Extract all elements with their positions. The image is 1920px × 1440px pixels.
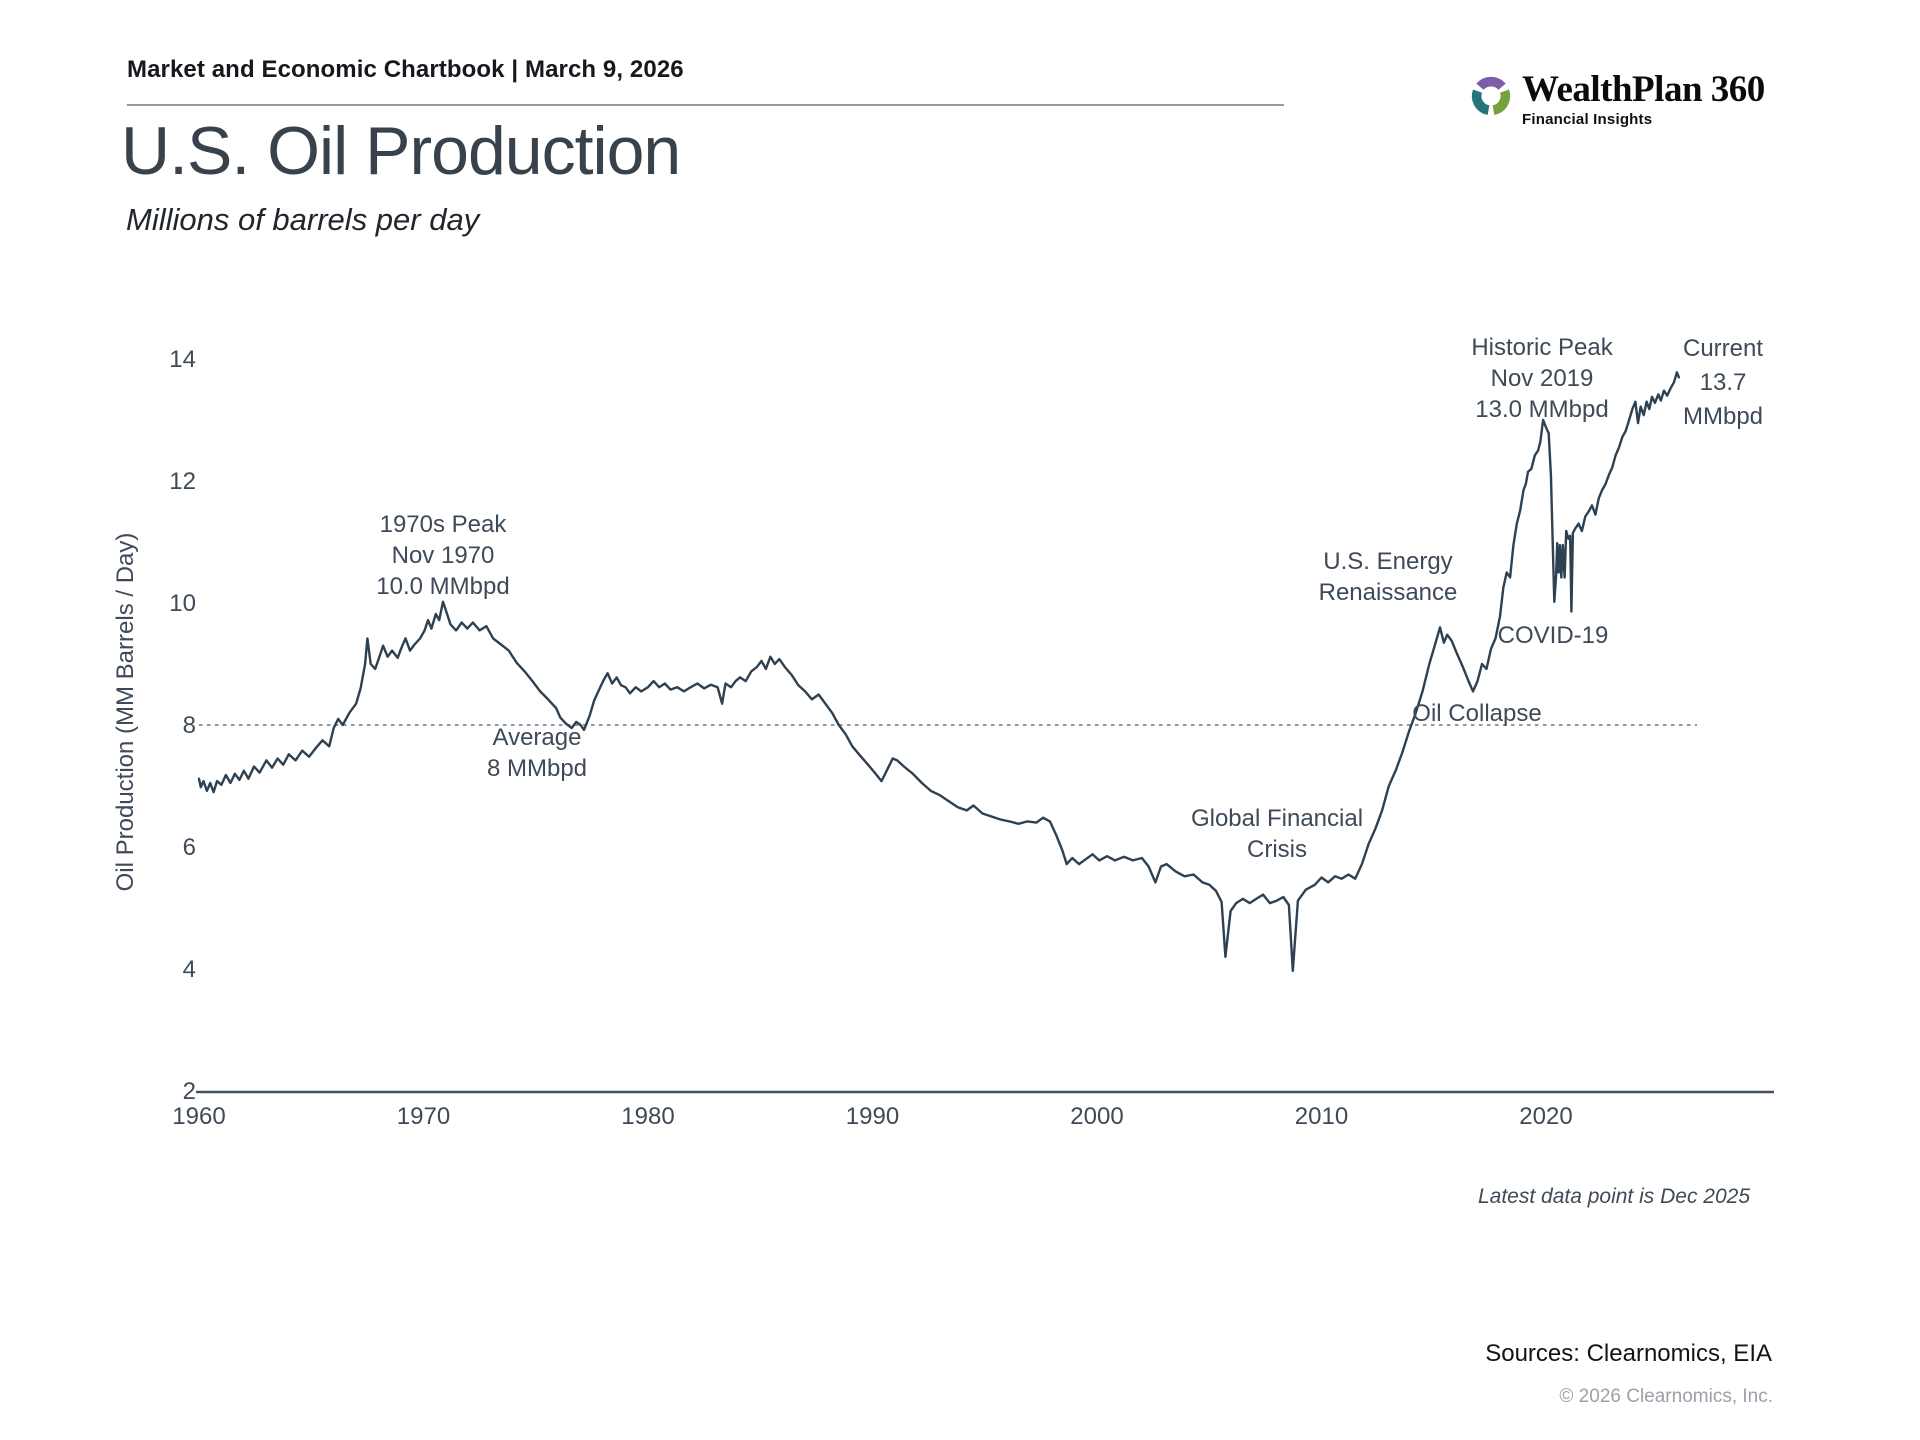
annotation-peak1970: 1970s Peak Nov 1970 10.0 MMbpd (376, 511, 510, 600)
y-tick-label-4: 4 (183, 956, 196, 983)
wealthplan-logo-icon (1471, 76, 1511, 115)
y-tick-label-6: 6 (183, 834, 196, 861)
latest-data-note: Latest data point is Dec 2025 (1477, 1185, 1750, 1208)
y-tick-label-8: 8 (183, 712, 196, 739)
page-subtitle: Millions of barrels per day (126, 202, 480, 237)
y-axis-tick-labels: 2 4 6 8 10 12 14 (169, 346, 196, 1105)
chartbook-header-label: Market and Economic Chartbook | March 9,… (127, 56, 684, 83)
annotation-covid: COVID-19 (1497, 622, 1609, 649)
x-axis-tick-labels: 1960 1970 1980 1990 2000 2010 2020 (172, 1103, 1572, 1130)
y-tick-label-14: 14 (169, 346, 196, 373)
header-divider (127, 104, 1284, 106)
x-tick-label-2000: 2000 (1070, 1103, 1123, 1130)
x-tick-label-1980: 1980 (621, 1103, 674, 1130)
y-axis-title: Oil Production (MM Barrels / Day) (112, 533, 139, 892)
page-title: U.S. Oil Production (121, 113, 681, 189)
x-tick-label-2020: 2020 (1519, 1103, 1572, 1130)
y-tick-label-10: 10 (169, 590, 196, 617)
annotation-gfc: Global Financial Crisis (1190, 805, 1364, 863)
annotation-average: Average 8 MMbpd (486, 724, 588, 782)
x-tick-label-1990: 1990 (846, 1103, 899, 1130)
annotation-current: Current 13.7 MMbpd (1682, 335, 1764, 430)
logo-tagline: Financial Insights (1522, 111, 1653, 128)
copyright-label: © 2026 Clearnomics, Inc. (1559, 1386, 1773, 1407)
wealthplan-logo: WealthPlan 360 Financial Insights (1468, 70, 1788, 130)
production-line (197, 371, 1681, 972)
y-tick-label-12: 12 (169, 468, 196, 495)
sources-label: Sources: Clearnomics, EIA (1485, 1340, 1772, 1367)
x-tick-label-1970: 1970 (397, 1103, 450, 1130)
x-tick-label-2010: 2010 (1295, 1103, 1348, 1130)
x-tick-label-1960: 1960 (172, 1103, 225, 1130)
logo-brand-name: WealthPlan 360 (1522, 69, 1765, 110)
annotation-renaissance: U.S. Energy Renaissance (1318, 548, 1458, 606)
y-tick-label-2: 2 (183, 1078, 196, 1105)
annotation-historic-peak: Historic Peak Nov 2019 13.0 MMbpd (1471, 334, 1613, 423)
annotation-oil-collapse: Oil Collapse (1412, 700, 1542, 727)
